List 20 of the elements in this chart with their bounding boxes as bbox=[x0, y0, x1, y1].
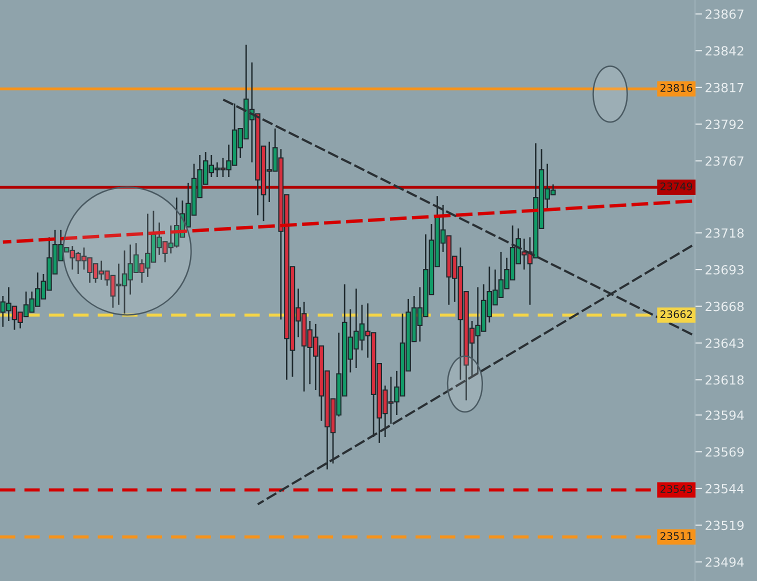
y-tick-label: 23767 bbox=[706, 156, 744, 166]
y-tick-label: 23569 bbox=[706, 447, 744, 457]
ref-line-label: 23749 bbox=[660, 182, 692, 190]
y-tick-label: 23519 bbox=[706, 520, 744, 530]
y-tick-label: 23792 bbox=[706, 120, 744, 130]
ref-line-label: 23543 bbox=[660, 485, 692, 493]
y-tick-label: 23494 bbox=[706, 557, 744, 567]
y-tick-label: 23817 bbox=[706, 82, 744, 92]
y-tick-label: 23693 bbox=[706, 265, 744, 274]
y-tick-label: 23842 bbox=[706, 46, 744, 56]
y-tick-label: 23594 bbox=[706, 410, 744, 420]
y-tick-label: 23544 bbox=[706, 484, 744, 494]
y-tick-label: 23643 bbox=[706, 338, 744, 348]
ref-line-label: 23662 bbox=[660, 310, 692, 318]
ref-line-label: 23816 bbox=[660, 84, 692, 92]
y-tick-label: 23668 bbox=[706, 302, 744, 312]
y-tick-label: 23867 bbox=[706, 9, 744, 19]
ref-line-label: 23511 bbox=[660, 532, 692, 540]
y-tick-label: 23618 bbox=[706, 375, 744, 385]
y-tick-label: 23718 bbox=[706, 228, 744, 238]
